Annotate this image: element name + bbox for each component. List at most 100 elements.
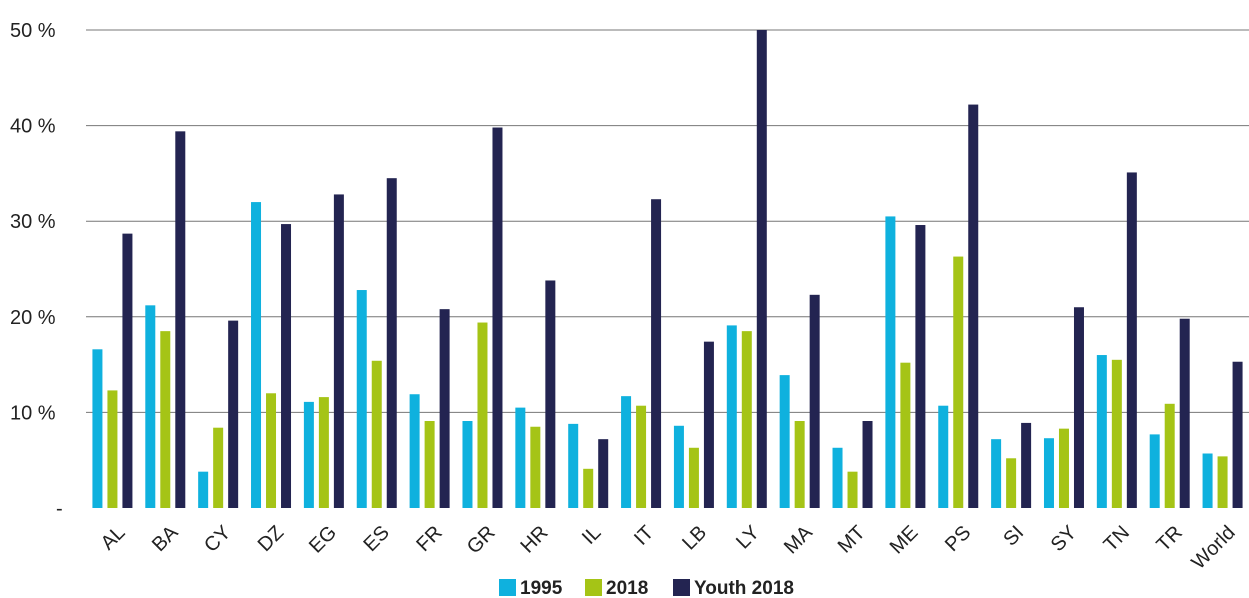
bar-youth-2018-mt	[862, 421, 873, 508]
bar-1995-it	[621, 396, 632, 508]
bar-1995-ba	[145, 305, 156, 508]
bar-1995-al	[92, 349, 103, 508]
bar-1995-tn	[1096, 355, 1107, 508]
bar-2018-eg	[318, 397, 329, 508]
bar-1995-tr	[1149, 434, 1160, 508]
bar-1995-ps	[938, 405, 949, 508]
bar-2018-tr	[1164, 403, 1175, 508]
bar-1995-fr	[409, 394, 420, 508]
x-tick-label: HR	[517, 522, 553, 558]
bar-youth-2018-it	[651, 199, 662, 508]
bar-youth-2018-dz	[281, 224, 292, 508]
x-tick-label: ME	[886, 522, 923, 559]
bar-youth-2018-me	[915, 225, 926, 509]
gridlines	[86, 29, 1249, 413]
bar-1995-cy	[198, 471, 209, 508]
x-tick-label: MT	[834, 522, 870, 558]
bar-1995-eg	[303, 401, 314, 508]
bar-youth-2018-hr	[545, 280, 556, 508]
legend-swatch	[585, 579, 602, 596]
y-axis-ticks: - 10 % 20 % 30 % 40 % 50 %	[10, 20, 63, 520]
y-tick-label: 30 %	[10, 211, 56, 233]
x-tick-label: LY	[732, 522, 764, 554]
legend: 1995 2018 Youth 2018	[499, 578, 794, 598]
y-tick-label: 20 %	[10, 307, 56, 329]
bar-youth-2018-sy	[1073, 307, 1084, 508]
bar-2018-tn	[1111, 359, 1122, 508]
x-tick-label: CY	[200, 522, 235, 557]
bar-2018-es	[371, 360, 382, 508]
bar-1995-si	[991, 439, 1002, 508]
bar-2018-gr	[477, 322, 488, 508]
bar-1995-sy	[1043, 438, 1054, 508]
bar-1995-lb	[673, 425, 684, 508]
bar-1995-dz	[251, 202, 262, 508]
legend-label: 1995	[520, 578, 563, 598]
bar-youth-2018-il	[598, 439, 609, 508]
bar-2018-world	[1217, 456, 1228, 508]
x-tick-label: DZ	[254, 522, 288, 556]
bar-2018-ps	[953, 256, 964, 508]
bar-2018-ly	[741, 331, 752, 508]
bar-1995-hr	[515, 407, 526, 508]
bar-2018-sy	[1058, 428, 1069, 508]
x-tick-label: ES	[359, 522, 393, 556]
bar-2018-ma	[794, 421, 805, 508]
x-tick-label: AL	[97, 522, 130, 555]
bar-1995-il	[568, 423, 579, 508]
bar-youth-2018-cy	[228, 320, 239, 508]
legend-swatch	[673, 579, 690, 596]
x-tick-label: GR	[463, 522, 500, 559]
legend-swatch	[499, 579, 516, 596]
bar-youth-2018-ma	[809, 294, 820, 508]
x-tick-label: TN	[1100, 522, 1134, 556]
bar-youth-2018-gr	[492, 127, 503, 509]
bar-2018-lb	[688, 447, 699, 508]
bar-1995-es	[356, 290, 367, 508]
bar-youth-2018-tr	[1179, 318, 1190, 508]
bar-2018-al	[107, 390, 118, 508]
x-tick-label: IT	[630, 522, 658, 550]
x-tick-label: BA	[148, 521, 183, 556]
bar-youth-2018-ba	[175, 131, 186, 508]
bar-youth-2018-lb	[703, 341, 714, 508]
bar-1995-mt	[832, 447, 843, 508]
y-tick-label: 10 %	[10, 402, 56, 424]
bar-2018-ba	[160, 331, 171, 508]
bar-2018-cy	[213, 427, 224, 508]
bar-1995-me	[885, 216, 896, 509]
bar-youth-2018-tn	[1126, 172, 1137, 508]
bar-youth-2018-es	[386, 178, 397, 508]
y-tick-label: -	[56, 498, 63, 520]
x-tick-label: IL	[578, 522, 605, 549]
x-tick-label: SI	[999, 522, 1028, 551]
bar-youth-2018-si	[1021, 422, 1032, 508]
bar-2018-me	[900, 362, 911, 508]
bar-youth-2018-eg	[333, 194, 344, 508]
x-tick-label: World	[1187, 522, 1239, 574]
x-tick-label: EG	[305, 522, 341, 558]
y-tick-label: 40 %	[10, 116, 56, 138]
x-tick-label: LB	[678, 522, 711, 555]
bar-2018-it	[636, 405, 647, 508]
legend-label: 2018	[606, 578, 648, 598]
bar-1995-ma	[779, 375, 790, 508]
bar-youth-2018-ps	[968, 104, 979, 509]
x-tick-label: MA	[780, 521, 817, 558]
bar-youth-2018-fr	[439, 309, 450, 508]
bar-2018-mt	[847, 471, 858, 508]
bar-2018-il	[583, 468, 594, 508]
x-tick-label: PS	[941, 522, 975, 556]
bars	[92, 30, 1243, 509]
bar-youth-2018-world	[1232, 361, 1243, 508]
x-axis-ticks: AL BA CY DZ EG ES FR GR HR IL IT LB LY MA MT ME PS SI SY TN…	[97, 521, 1240, 574]
x-tick-label: TR	[1152, 522, 1186, 556]
bar-2018-hr	[530, 426, 541, 508]
y-tick-label: 50 %	[10, 20, 56, 42]
x-tick-label: SY	[1047, 522, 1081, 556]
x-tick-label: FR	[412, 522, 446, 556]
bar-1995-world	[1202, 453, 1213, 508]
bar-2018-fr	[424, 421, 435, 508]
legend-label: Youth 2018	[694, 578, 794, 598]
